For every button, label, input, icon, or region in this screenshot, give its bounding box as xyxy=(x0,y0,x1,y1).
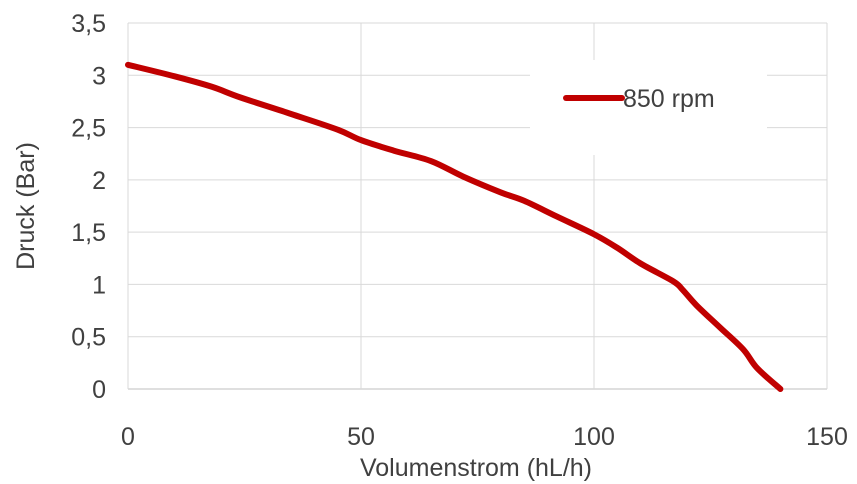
y-tick-label: 0,5 xyxy=(71,324,106,352)
x-tick-label: 0 xyxy=(121,423,135,451)
x-tick-label: 150 xyxy=(806,423,848,451)
y-tick-labels: 0 0,5 1 1,5 2 2,5 3 3,5 xyxy=(71,10,106,404)
legend-background xyxy=(530,60,767,155)
x-tick-labels: 0 50 100 150 xyxy=(121,423,848,451)
y-tick-label: 1 xyxy=(92,271,106,299)
series-line-0 xyxy=(125,61,784,392)
x-axis-title: Volumenstrom (hL/h) xyxy=(360,454,592,482)
x-tick-label: 100 xyxy=(573,423,615,451)
y-tick-label: 2,5 xyxy=(71,115,106,143)
y-tick-label: 3,5 xyxy=(71,10,106,38)
y-tick-label: 0 xyxy=(92,376,106,404)
y-tick-label: 1,5 xyxy=(71,219,106,247)
legend-label-850-rpm: 850 rpm xyxy=(623,85,715,113)
x-tick-label: 50 xyxy=(347,423,375,451)
y-tick-label: 3 xyxy=(92,62,106,90)
y-tick-label: 2 xyxy=(92,167,106,195)
series-layer xyxy=(125,61,784,392)
legend: 850 rpm xyxy=(530,60,767,155)
y-axis-title: Druck (Bar) xyxy=(12,142,40,270)
